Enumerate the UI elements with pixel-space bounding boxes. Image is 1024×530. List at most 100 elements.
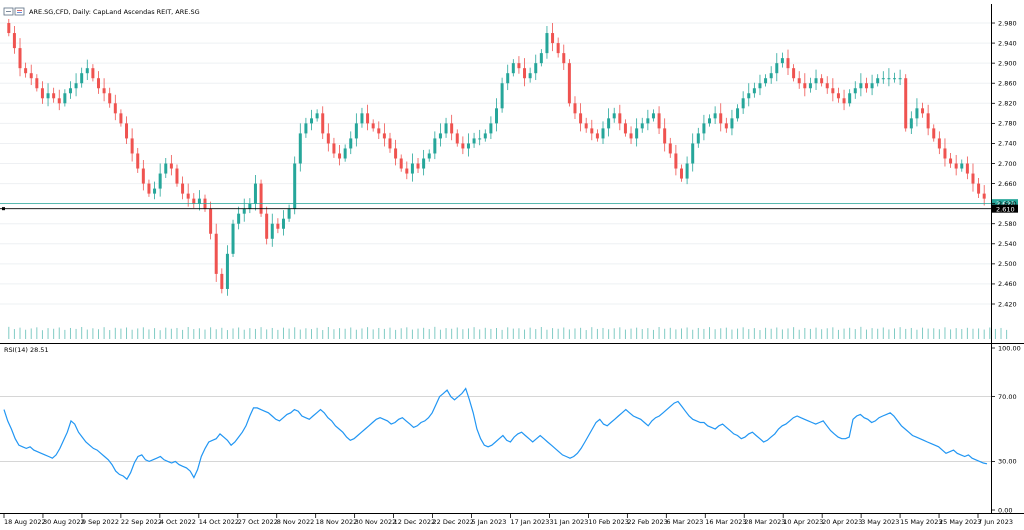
candle-body <box>960 163 964 169</box>
time-tick-label: 25 May 2023 <box>939 518 981 526</box>
candle-body <box>556 43 560 54</box>
candle-body <box>382 133 386 139</box>
candle-body <box>881 78 885 80</box>
candle-body <box>153 188 157 194</box>
candle-body <box>326 133 330 144</box>
candle-body <box>332 143 336 154</box>
candle-body <box>904 78 908 129</box>
candle-body <box>102 88 106 94</box>
candle-body <box>12 33 16 49</box>
candle-body <box>349 138 353 149</box>
candle-body <box>932 128 936 139</box>
candle-body <box>119 113 123 124</box>
candle-body <box>455 133 459 144</box>
candle-body <box>635 128 639 139</box>
candle-body <box>366 113 370 124</box>
candle-body <box>713 113 717 119</box>
price-pane[interactable] <box>0 4 1024 342</box>
candle-body <box>741 98 745 109</box>
candle-body <box>808 83 812 89</box>
candle-body <box>971 173 975 184</box>
time-tick-label: 22 Dec 2022 <box>433 518 475 526</box>
candle-body <box>220 273 224 289</box>
price-axis[interactable]: 2.980 2.940 2.900 2.860 2.820 2.780 2.740 2.700… <box>991 19 1017 308</box>
candle-body <box>175 168 179 184</box>
candle-body <box>438 133 442 139</box>
candle-body <box>270 223 274 239</box>
candle-body <box>825 83 829 89</box>
candle-body <box>371 123 375 129</box>
price-tick-label: 2.500 <box>998 260 1017 268</box>
candle-body <box>388 138 392 149</box>
candle-body <box>164 163 168 174</box>
candle-body <box>814 78 818 84</box>
chart-window-icon[interactable] <box>14 7 25 16</box>
candle-body <box>893 78 897 80</box>
chart-title: ARE.SG,CFD, Daily: CapLand Ascendas REIT… <box>29 8 200 16</box>
candle-body <box>595 133 599 139</box>
candle-body <box>472 138 476 144</box>
candle-body <box>209 208 213 234</box>
current-price-tag <box>992 204 1018 213</box>
candle-body <box>792 68 796 79</box>
candle-body <box>982 193 986 199</box>
candle-body <box>253 183 257 204</box>
price-tick-label: 2.820 <box>998 100 1017 108</box>
candle-body <box>702 123 706 134</box>
candlestick-series <box>7 19 986 296</box>
candle-body <box>506 73 510 84</box>
rsi-tick-label: 0.00 <box>998 506 1012 514</box>
rsi-line <box>3 387 988 481</box>
rsi-tick-label: 30.00 <box>998 458 1017 466</box>
candle-body <box>836 93 840 99</box>
candle-body <box>551 33 555 44</box>
candle-body <box>96 78 100 89</box>
rsi-axis[interactable]: 100.00 70.00 30.00 0.00 <box>991 344 1021 514</box>
candle-body <box>730 118 734 129</box>
time-tick-label: 6 Mar 2023 <box>666 518 703 526</box>
time-tick-label: 4 Oct 2022 <box>160 518 196 526</box>
candle-body <box>18 48 22 69</box>
candle-body <box>887 78 891 80</box>
candle-body <box>573 103 577 114</box>
candle-body <box>281 218 285 229</box>
time-tick-label: 3 May 2023 <box>861 518 899 526</box>
candle-body <box>965 163 969 174</box>
candle-body <box>859 83 863 89</box>
time-tick-label: 30 Nov 2022 <box>355 518 397 526</box>
candle-body <box>405 168 409 174</box>
candle-body <box>416 163 420 169</box>
candle-body <box>74 83 78 89</box>
candle-body <box>500 83 504 109</box>
price-tick-label: 2.780 <box>998 120 1017 128</box>
candle-body <box>136 153 140 169</box>
candle-body <box>338 153 342 159</box>
candle-body <box>304 123 308 134</box>
candle-body <box>775 63 779 74</box>
candle-body <box>422 158 426 169</box>
time-tick-label: 31 Jan 2023 <box>549 518 588 526</box>
candle-body <box>80 73 84 84</box>
candle-body <box>618 113 622 124</box>
candle-body <box>623 123 627 134</box>
candle-body <box>192 198 196 204</box>
candle-body <box>7 23 11 34</box>
candle-body <box>433 138 437 154</box>
candle-body <box>954 163 958 169</box>
candle-body <box>197 198 201 204</box>
candle-body <box>478 138 482 140</box>
candle-body <box>517 63 521 69</box>
candle-body <box>601 128 605 139</box>
time-tick-label: 7 Jun 2023 <box>978 518 1013 526</box>
candle-body <box>696 133 700 144</box>
candle-body <box>668 143 672 154</box>
candle-body <box>293 163 297 209</box>
price-tick-label: 2.620 <box>998 200 1017 208</box>
time-tick-label: 16 Mar 2023 <box>705 518 746 526</box>
candle-body <box>214 233 218 274</box>
candle-body <box>579 113 583 124</box>
candle-body <box>848 93 852 104</box>
time-tick-label: 22 Sep 2022 <box>121 518 162 526</box>
